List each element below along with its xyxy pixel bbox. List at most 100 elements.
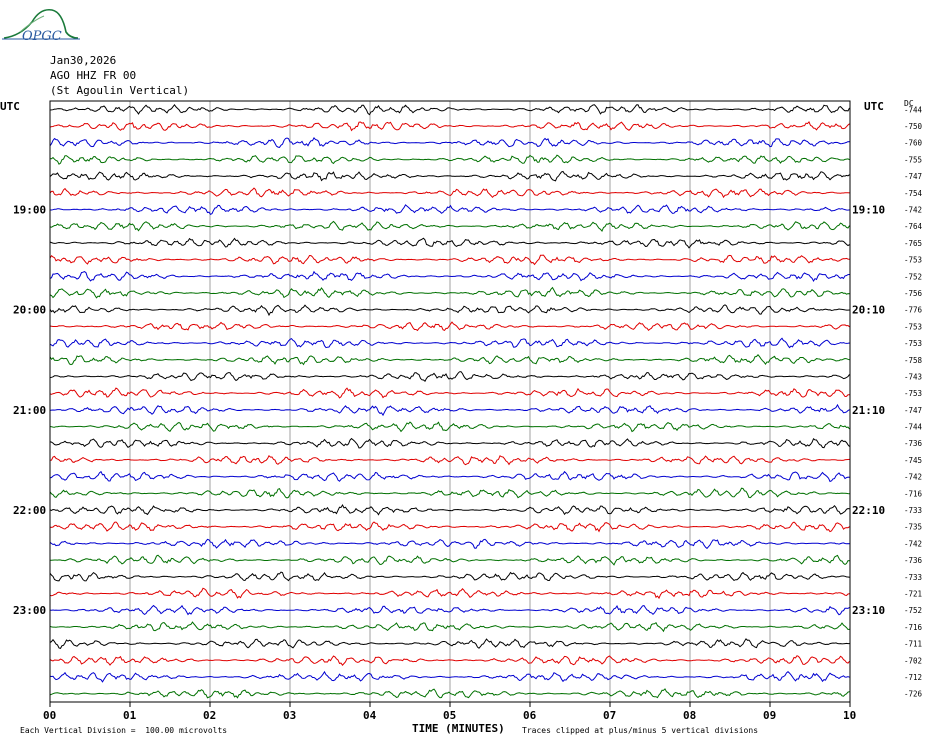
trace-row-8 (49, 220, 850, 233)
left-time-label-21:00: 21:00 (13, 404, 46, 417)
trace-row-32 (49, 621, 850, 633)
dc-offset-label-31: -752 (904, 606, 922, 615)
dc-offset-label-1: -744 (904, 105, 923, 114)
trace-row-14 (49, 321, 850, 332)
x-axis-title: TIME (MINUTES) (412, 722, 505, 735)
trace-row-2 (49, 120, 850, 132)
dc-offset-label-23: -742 (904, 473, 922, 482)
right-time-label-21:10: 21:10 (852, 404, 885, 417)
x-tick-label-05: 05 (443, 709, 456, 722)
x-tick-label-10: 10 (843, 709, 856, 722)
dc-offset-label-25: -733 (904, 506, 922, 515)
trace-row-25 (49, 503, 850, 516)
x-tick-label-06: 06 (523, 709, 537, 722)
opgc-logo: OPGC (2, 8, 80, 44)
left-utc-label: UTC (0, 100, 20, 113)
trace-row-21 (49, 437, 850, 449)
trace-row-17 (49, 371, 850, 382)
right-time-label-19:10: 19:10 (852, 204, 885, 217)
trace-row-20 (49, 421, 850, 433)
dc-offset-label-18: -753 (904, 389, 922, 398)
trace-row-5 (49, 170, 850, 182)
x-tick-label-08: 08 (683, 709, 696, 722)
dc-offset-label-27: -742 (904, 539, 922, 548)
trace-row-16 (49, 354, 850, 366)
dc-offset-label-35: -712 (904, 673, 922, 682)
dc-offset-label-16: -758 (904, 356, 923, 365)
dc-offset-label-24: -716 (904, 489, 923, 498)
trace-row-28 (50, 554, 850, 566)
dc-offset-label-26: -735 (904, 523, 922, 532)
trace-row-27 (49, 538, 850, 550)
dc-offset-label-11: -752 (904, 272, 922, 281)
dc-offset-labels: -744 -750 -760 -755 -747 -754 -742 -764 -765 -753… (904, 105, 923, 698)
dc-offset-label-30: -721 (904, 590, 922, 599)
dc-offset-label-29: -733 (904, 573, 922, 582)
x-tick-label-01: 01 (123, 709, 137, 722)
dc-offset-label-22: -745 (904, 456, 922, 465)
trace-row-1 (49, 103, 850, 116)
trace-row-15 (49, 337, 850, 349)
left-time-label-23:00: 23:00 (13, 604, 46, 617)
dc-offset-label-13: -776 (904, 306, 923, 315)
right-time-label-22:10: 22:10 (852, 504, 885, 517)
dc-offset-label-34: -702 (904, 656, 922, 665)
dc-offset-label-5: -747 (904, 172, 922, 181)
dc-offset-label-36: -726 (904, 690, 923, 699)
trace-row-31 (49, 604, 850, 616)
trace-row-36 (49, 688, 850, 699)
dc-offset-label-4: -755 (904, 155, 922, 164)
x-tick-labels: 00 01 02 03 04 05 06 07 08 09 10 (43, 702, 856, 722)
dc-offset-label-28: -736 (904, 556, 923, 565)
x-tick-label-00: 00 (43, 709, 56, 722)
left-time-label-22:00: 22:00 (13, 504, 46, 517)
right-time-label-23:10: 23:10 (852, 604, 885, 617)
trace-row-12 (49, 286, 850, 299)
dc-offset-label-20: -744 (904, 423, 923, 432)
trace-row-22 (49, 455, 850, 466)
trace-row-11 (49, 270, 850, 282)
trace-row-34 (49, 655, 850, 667)
trace-row-4 (49, 154, 850, 165)
trace-row-3 (49, 137, 850, 148)
dc-offset-label-32: -716 (904, 623, 923, 632)
dc-offset-label-7: -742 (904, 206, 922, 215)
trace-row-30 (49, 587, 850, 600)
trace-group (49, 103, 850, 699)
trace-row-33 (49, 638, 850, 649)
header-date: Jan30,2026 (50, 54, 117, 67)
footer-division: Each Vertical Division = 100.00 microvol… (20, 726, 228, 735)
trace-row-18 (49, 387, 850, 399)
dc-offset-label-21: -736 (904, 439, 923, 448)
footer-clip: Traces clipped at plus/minus 5 vertical … (522, 726, 759, 735)
dc-offset-label-17: -743 (904, 373, 922, 382)
dc-offset-label-14: -753 (904, 322, 922, 331)
dc-offset-label-19: -747 (904, 406, 922, 415)
trace-row-19 (49, 403, 850, 417)
x-tick-label-02: 02 (203, 709, 216, 722)
dc-offset-label-3: -760 (904, 139, 923, 148)
right-utc-label: UTC (864, 100, 884, 113)
trace-row-7 (50, 204, 850, 216)
dc-label: DC (904, 99, 914, 108)
dc-offset-label-33: -711 (904, 640, 922, 649)
logo-text: OPGC (22, 29, 62, 44)
dc-offset-label-6: -754 (904, 189, 923, 198)
dc-offset-label-10: -753 (904, 256, 922, 265)
right-time-label-20:10: 20:10 (852, 304, 885, 317)
trace-row-13 (49, 304, 850, 317)
trace-row-6 (49, 187, 850, 199)
dc-offset-label-8: -764 (904, 222, 923, 231)
trace-row-23 (49, 470, 850, 483)
x-tick-label-07: 07 (603, 709, 616, 722)
trace-row-35 (49, 670, 850, 683)
trace-row-26 (49, 521, 850, 533)
trace-row-10 (49, 254, 850, 266)
trace-row-24 (49, 487, 850, 499)
dc-offset-label-12: -756 (904, 289, 923, 298)
dc-offset-label-2: -750 (904, 122, 923, 131)
x-tick-label-04: 04 (363, 709, 377, 722)
trace-row-29 (49, 571, 850, 582)
header-location: (St Agoulin Vertical) (50, 84, 190, 97)
